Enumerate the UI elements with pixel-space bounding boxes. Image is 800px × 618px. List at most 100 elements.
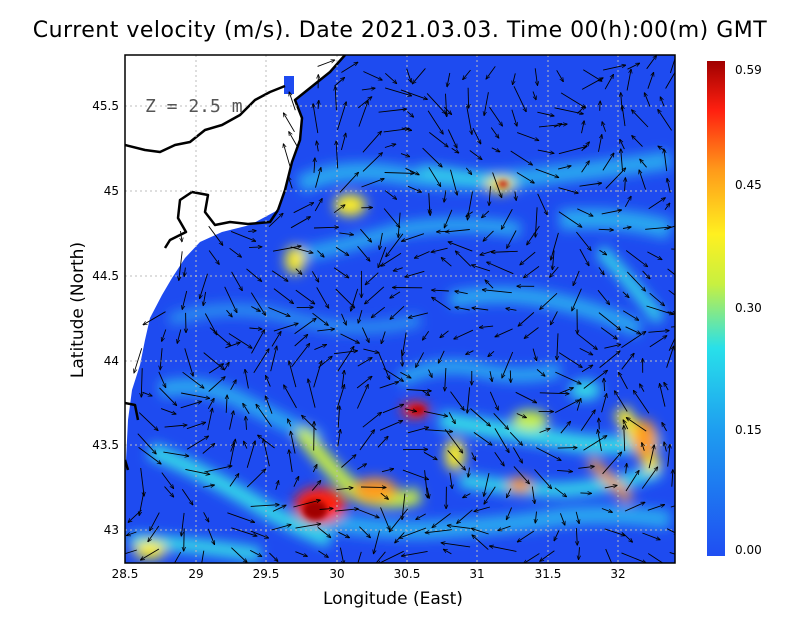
velocity-arrow [471,452,476,461]
velocity-arrow [516,172,534,184]
velocity-arrow [473,432,492,445]
velocity-arrow [604,344,620,349]
velocity-arrow [384,72,396,83]
velocity-arrow [336,385,345,410]
velocity-arrow [604,75,613,90]
velocity-arrow [603,65,626,71]
velocity-arrow [642,532,660,540]
velocity-arrow [406,68,412,83]
velocity-arrow [339,547,344,563]
velocity-arrow [200,273,208,299]
velocity-arrow [532,348,537,361]
velocity-arrow [164,486,174,497]
velocity-arrow [489,186,491,205]
velocity-arrow [537,111,554,116]
velocity-arrow [559,513,565,525]
velocity-arrow [371,306,386,317]
velocity-arrow [272,505,286,512]
velocity-arrow [490,546,517,552]
velocity-arrow [579,183,602,187]
velocity-arrow [515,391,537,403]
velocity-arrow [381,331,386,344]
velocity-arrow [647,251,662,260]
velocity-arrow [667,268,675,276]
velocity-arrow [640,384,645,392]
velocity-arrow [377,550,404,563]
velocity-arrow [317,250,324,258]
velocity-arrow [534,469,552,488]
velocity-arrow [602,452,622,475]
velocity-arrow [432,513,451,527]
velocity-arrow [539,393,569,394]
velocity-arrow [443,549,452,555]
velocity-arrow [518,312,535,326]
velocity-arrow [425,430,453,432]
velocity-arrow [602,122,607,132]
velocity-arrow [639,170,647,190]
velocity-arrow [583,370,608,389]
velocity-arrow [668,289,675,296]
velocity-arrow [648,331,669,333]
velocity-arrow [472,265,491,272]
velocity-arrow [441,543,471,548]
velocity-arrow [161,472,174,489]
velocity-arrow [412,68,426,83]
velocity-arrow [438,350,445,363]
velocity-arrow [667,445,670,467]
velocity-arrow [251,306,260,312]
velocity-arrow [621,353,634,370]
velocity-arrow [203,512,209,522]
velocity-arrow [455,307,470,311]
velocity-arrow [357,358,372,367]
velocity-arrows [125,48,675,563]
velocity-arrow [230,443,234,452]
velocity-arrow [365,272,379,285]
velocity-arrow [160,408,176,415]
velocity-arrow [230,380,237,391]
velocity-arrow [444,209,453,228]
velocity-arrow [160,348,162,370]
velocity-arrow [627,63,640,70]
velocity-arrow [271,270,288,282]
velocity-arrow [142,391,152,396]
velocity-arrow [181,231,183,242]
velocity-arrow [427,487,429,499]
velocity-arrow [602,153,614,171]
velocity-arrow [400,89,428,100]
velocity-arrow [404,408,417,412]
velocity-arrow [660,97,665,107]
velocity-arrow [624,426,625,452]
velocity-arrow [389,508,409,532]
velocity-arrow [622,105,626,127]
velocity-arrow [337,429,341,447]
velocity-arrow [402,332,407,356]
velocity-arrow [362,412,382,428]
velocity-arrow [229,411,234,430]
velocity-arrow [250,292,265,316]
velocity-arrow [181,392,210,398]
velocity-arrow [581,365,593,373]
velocity-arrow [289,361,297,388]
velocity-arrow [487,262,514,275]
velocity-arrow [312,312,329,325]
velocity-arrow [450,391,465,411]
velocity-arrow [626,271,645,291]
velocity-arrow [356,384,368,409]
velocity-arrow [599,351,620,368]
velocity-arrow [362,131,382,153]
velocity-arrow [295,524,321,529]
velocity-arrow [422,147,443,167]
velocity-arrow [622,227,631,229]
velocity-arrow [229,247,242,257]
velocity-arrow [226,395,227,413]
velocity-arrow [248,231,256,232]
velocity-arrow [380,507,390,530]
velocity-arrow [359,430,375,451]
velocity-arrow [470,408,490,427]
velocity-arrow [532,91,536,100]
velocity-arrow [340,133,345,151]
velocity-arrow [581,121,585,134]
velocity-arrow [379,232,383,250]
velocity-arrow [228,333,252,349]
velocity-arrow [485,280,494,289]
